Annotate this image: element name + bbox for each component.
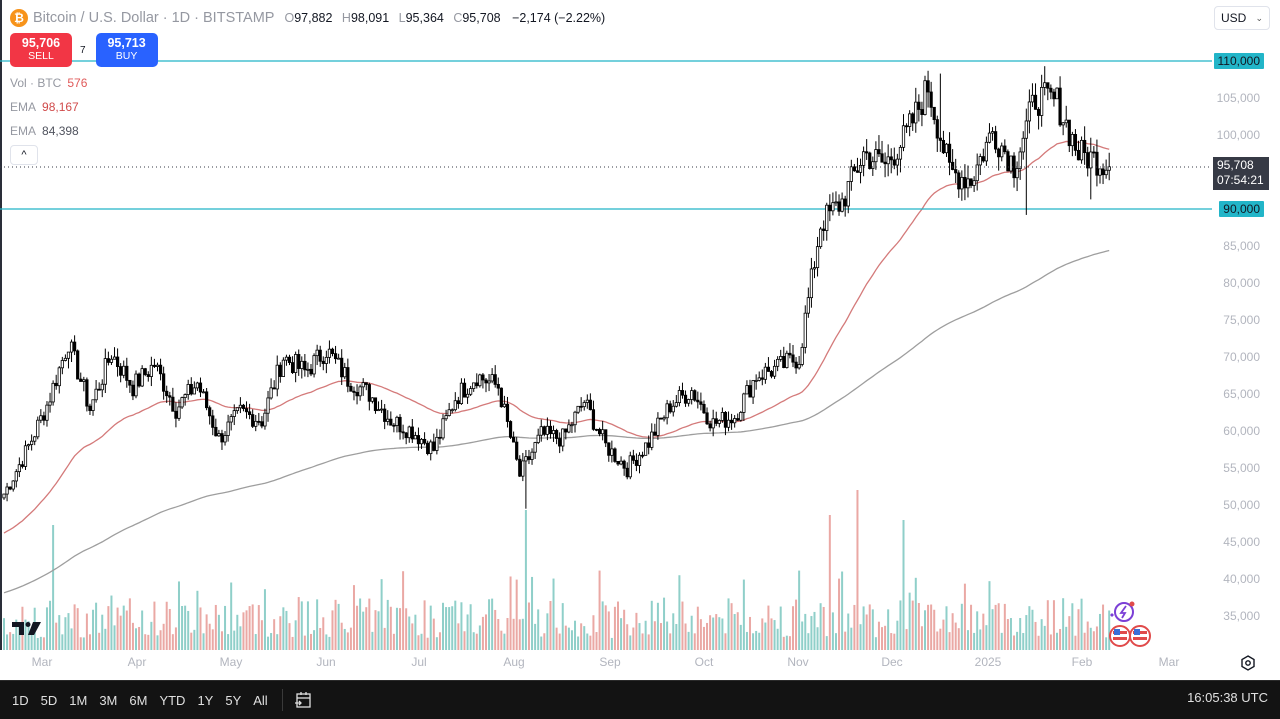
collapse-legend-button[interactable]: ^: [10, 145, 38, 165]
close-label: C: [453, 11, 463, 25]
economic-events-icons[interactable]: [1106, 598, 1156, 650]
price-tick-label: 35,000: [1223, 609, 1260, 623]
range-tab-1d[interactable]: 1D: [12, 692, 29, 708]
volume-legend-value: 576: [67, 76, 88, 90]
date-range-tabs: 1D 5D 1M 3M 6M YTD 1Y 5Y All: [12, 693, 280, 708]
horizontal-lines[interactable]: [0, 60, 1212, 210]
price-tick-label: 75,000: [1223, 313, 1260, 327]
last-price-label: 95,708 07:54:21: [1213, 157, 1269, 190]
high-value: 98,091: [350, 11, 390, 25]
sell-button[interactable]: 95,706 SELL: [10, 33, 72, 67]
price-tick-label: 55,000: [1223, 461, 1260, 475]
price-chart-canvas[interactable]: [0, 0, 1280, 680]
time-tick-label: Aug: [503, 655, 525, 669]
bitcoin-logo-icon: ₿: [10, 9, 28, 27]
us-flag-event-icon-2: [1129, 625, 1151, 647]
sell-price: 95,706: [21, 36, 61, 51]
time-tick-label: Jun: [316, 655, 336, 669]
volume-legend-label: Vol · BTC: [10, 76, 62, 90]
legend-ema-long[interactable]: EMA 84,398: [10, 124, 79, 138]
time-tick-label: Sep: [599, 655, 621, 669]
price-tick-label: 65,000: [1223, 387, 1260, 401]
bar-countdown: 07:54:21: [1217, 173, 1264, 187]
price-tick-label: 45,000: [1223, 535, 1260, 549]
time-tick-label: Feb: [1071, 655, 1093, 669]
range-tab-6m[interactable]: 6M: [129, 692, 148, 708]
time-tick-label: Apr: [127, 655, 147, 669]
price-tick-label: 85,000: [1223, 239, 1260, 253]
lightning-event-icon: [1110, 601, 1135, 622]
high-label: H: [341, 11, 351, 25]
trade-panel: 95,706 SELL 7 95,713 BUY: [10, 33, 158, 67]
ema-long-value: 84,398: [42, 124, 79, 138]
toolbar-divider: [281, 689, 283, 711]
symbol-title[interactable]: Bitcoin / U.S. Dollar · 1D · BITSTAMP: [33, 10, 275, 26]
price-tick-label: 105,000: [1216, 91, 1260, 105]
currency-value: USD: [1221, 11, 1247, 25]
time-tick-label: Mar: [1158, 655, 1180, 669]
chevron-up-icon: ^: [21, 149, 27, 161]
chevron-down-icon: ⌄: [1255, 12, 1263, 23]
range-tab-1m[interactable]: 1M: [69, 692, 88, 708]
low-value: 95,364: [405, 11, 444, 25]
legend-ema-short[interactable]: EMA 98,167: [10, 100, 79, 114]
time-tick-label: 2025: [974, 655, 1002, 669]
sell-label: SELL: [28, 50, 54, 63]
open-value: 97,882: [294, 11, 333, 25]
price-tick-label: 70,000: [1223, 350, 1260, 364]
time-tick-label: Oct: [694, 655, 714, 669]
symbol-header: ₿ Bitcoin / U.S. Dollar · 1D · BITSTAMP …: [10, 8, 605, 28]
volume-bars: [3, 490, 1111, 650]
range-tab-5y[interactable]: 5Y: [225, 692, 242, 708]
close-value: 95,708: [462, 11, 501, 25]
ema-short-value: 98,167: [42, 100, 79, 114]
bottom-toolbar: 1D 5D 1M 3M 6M YTD 1Y 5Y All: [0, 680, 1280, 719]
candlesticks: [2, 66, 1111, 509]
buy-button[interactable]: 95,713 BUY: [95, 33, 158, 67]
range-tab-1y[interactable]: 1Y: [197, 692, 214, 708]
range-tab-3m[interactable]: 3M: [99, 692, 118, 708]
time-tick-label: Mar: [31, 655, 53, 669]
spread-value: 7: [80, 44, 86, 56]
us-flag-event-icon: [1109, 625, 1131, 647]
utc-clock[interactable]: 16:05:38 UTC: [1187, 690, 1268, 705]
change-value: −2,174 (−2.22%): [512, 11, 606, 25]
range-tab-all[interactable]: All: [253, 692, 268, 708]
last-price-value: 95,708: [1217, 158, 1254, 172]
price-tick-label: 50,000: [1223, 498, 1260, 512]
price-tick-label: 80,000: [1223, 276, 1260, 290]
horizontal-line-price-label: 90,000: [1219, 201, 1264, 217]
range-tab-5d[interactable]: 5D: [40, 692, 58, 708]
buy-label: BUY: [115, 50, 138, 63]
tradingview-logo-icon[interactable]: [12, 620, 44, 636]
price-tick-label: 60,000: [1223, 424, 1260, 438]
time-tick-label: Nov: [787, 655, 809, 669]
legend-volume[interactable]: Vol · BTC 576: [10, 76, 87, 90]
settings-gear-icon[interactable]: [1240, 655, 1256, 671]
low-label: L: [398, 11, 406, 25]
horizontal-line-price-label: 110,000: [1213, 53, 1264, 69]
ohlc-values: O97,882 H98,091 L95,364 C95,708 −2,174 (…: [284, 11, 605, 25]
currency-select[interactable]: USD ⌄: [1214, 6, 1270, 30]
time-tick-label: Dec: [881, 655, 903, 669]
range-tab-ytd[interactable]: YTD: [159, 692, 186, 708]
ema-short-label: EMA: [10, 100, 37, 114]
price-tick-label: 100,000: [1216, 128, 1260, 142]
time-tick-label: May: [219, 655, 243, 669]
open-label: O: [284, 11, 295, 25]
price-tick-label: 40,000: [1223, 572, 1260, 586]
ema-long-label: EMA: [10, 124, 37, 138]
go-to-date-calendar-icon[interactable]: [293, 690, 313, 710]
time-tick-label: Jul: [411, 655, 427, 669]
buy-price: 95,713: [107, 36, 146, 51]
